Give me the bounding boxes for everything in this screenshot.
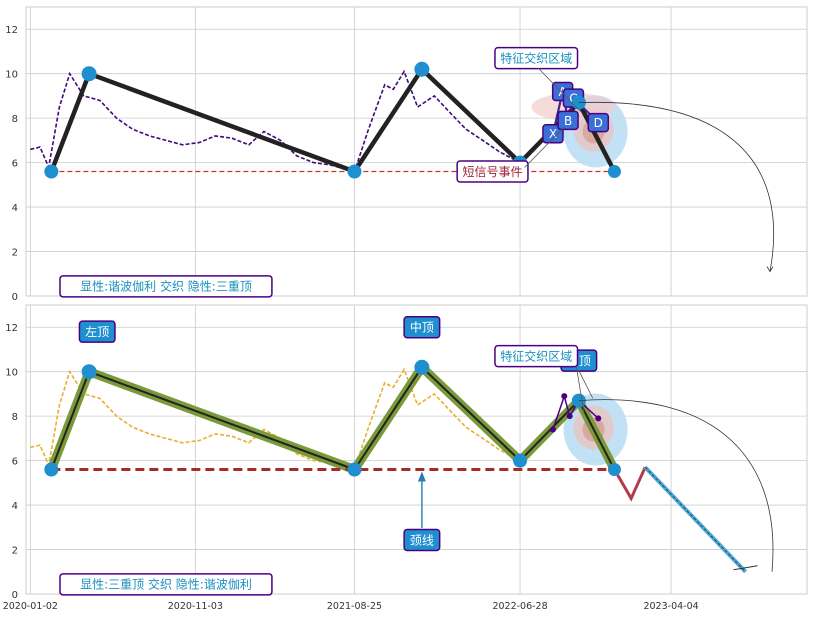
annotation-interweave-zone-text: 特征交织区域 bbox=[500, 50, 572, 65]
pivot-marker bbox=[347, 462, 362, 477]
harmonic-point-box bbox=[587, 112, 610, 133]
y-tick-label: 10 bbox=[5, 70, 18, 81]
x-tick-label: 2022-06-28 bbox=[492, 601, 547, 612]
harmonic-point-label: B bbox=[564, 114, 572, 128]
harmonic-point-x: X bbox=[542, 123, 564, 144]
bottom-projection-arc bbox=[578, 399, 774, 572]
top-projection-arc bbox=[578, 101, 775, 272]
annotation-interweave-zone: 特征交织区域 bbox=[494, 46, 579, 70]
annotation-interweave-zone-box bbox=[494, 46, 579, 70]
annotation-pointer bbox=[575, 366, 585, 414]
annotation-interweave-zone-text: 特征交织区域 bbox=[500, 348, 572, 363]
harmonic-overlay-point bbox=[561, 393, 568, 400]
y-tick-label: 6 bbox=[12, 159, 18, 170]
annotation-pattern-summary: 显性:谐波伽利 交织 隐性:三重顶 bbox=[59, 275, 273, 298]
pivot-marker bbox=[347, 164, 362, 179]
annotation-pattern-summary: 显性:三重顶 交织 隐性:谐波伽利 bbox=[59, 573, 273, 596]
pivot-marker bbox=[81, 66, 97, 82]
annotation-neckline-text: 颈线 bbox=[410, 533, 434, 547]
projection-target-tick bbox=[733, 565, 758, 571]
x-tick-label: 2021-08-25 bbox=[327, 601, 382, 612]
y-tick-label: 12 bbox=[5, 323, 18, 334]
bottom-panel: 0 2 4 6 8 10 12 2020-01-02 2020-11-03 2021-08-25… bbox=[3, 304, 808, 612]
pivot-marker bbox=[44, 164, 59, 179]
bottom-y-ticks: 0 2 4 6 8 10 12 bbox=[5, 323, 18, 601]
y-tick-label: 0 bbox=[12, 590, 18, 601]
pivot-marker bbox=[414, 61, 430, 77]
annotation-short-signal: 短信号事件 bbox=[456, 160, 529, 183]
top-panel-frame bbox=[25, 6, 808, 297]
annotation-middle-top: 中顶 bbox=[403, 315, 441, 339]
top-y-ticks: 0 2 4 6 8 10 12 bbox=[5, 25, 18, 303]
y-tick-label: 2 bbox=[12, 248, 18, 259]
harmonic-overlay-point bbox=[549, 426, 556, 433]
neckline-arrowhead bbox=[417, 471, 426, 482]
annotation-pointer bbox=[524, 126, 565, 168]
y-tick-label: 2 bbox=[12, 546, 18, 557]
annotation-left-top: 左顶 bbox=[78, 320, 116, 343]
annotation-interweave-zone: 特征交织区域 bbox=[494, 344, 579, 368]
annotation-interweave-zone-box bbox=[494, 344, 579, 368]
y-tick-label: 6 bbox=[12, 457, 18, 468]
pivot-marker bbox=[414, 359, 430, 375]
y-tick-label: 4 bbox=[12, 501, 18, 512]
harmonic-point-box bbox=[557, 110, 579, 131]
x-tick-label: 2020-11-03 bbox=[168, 601, 223, 612]
y-tick-label: 4 bbox=[12, 203, 18, 214]
x-tick-label: 2023-04-04 bbox=[643, 601, 698, 612]
annotation-short-signal-text: 短信号事件 bbox=[463, 165, 523, 179]
harmonic-overlay-point bbox=[566, 413, 573, 420]
annotation-left-top-box bbox=[78, 320, 116, 343]
y-tick-label: 10 bbox=[5, 368, 18, 379]
y-tick-label: 8 bbox=[12, 114, 18, 125]
annotation-pointer bbox=[537, 67, 581, 112]
annotation-neckline: 颈线 bbox=[403, 528, 441, 552]
bottom-pivot-points bbox=[44, 359, 621, 477]
harmonic-point-label: X bbox=[549, 127, 557, 141]
annotation-pointer bbox=[578, 370, 594, 399]
harmonic-point-box bbox=[542, 123, 564, 144]
harmonic-point-label: D bbox=[594, 116, 603, 130]
harmonic-point-b: B bbox=[557, 110, 579, 131]
annotation-middle-top-text: 中顶 bbox=[410, 320, 434, 335]
annotation-pattern-summary-text: 显性:三重顶 交织 隐性:谐波伽利 bbox=[80, 577, 252, 592]
annotation-pattern-summary-box bbox=[59, 275, 273, 298]
y-tick-label: 0 bbox=[12, 292, 18, 303]
pivot-marker bbox=[607, 463, 621, 477]
x-tick-label: 2020-01-02 bbox=[3, 601, 58, 612]
pivot-marker bbox=[513, 453, 528, 468]
annotation-pattern-summary-box bbox=[59, 573, 273, 596]
y-tick-label: 12 bbox=[5, 25, 18, 36]
pivot-marker bbox=[81, 364, 97, 380]
annotation-short-signal-box bbox=[456, 160, 529, 183]
projection-down-leg-dash bbox=[614, 467, 646, 500]
annotation-neckline-box bbox=[403, 528, 441, 552]
harmonic-point-d: D bbox=[587, 112, 610, 133]
annotation-pattern-summary-text: 显性:谐波伽利 交织 隐性:三重顶 bbox=[80, 279, 252, 294]
projection-target-leg-dash bbox=[644, 467, 746, 573]
annotation-middle-top-box bbox=[403, 315, 441, 339]
arc-arrowhead bbox=[766, 266, 774, 273]
harmonic-overlay-point bbox=[595, 415, 602, 422]
y-tick-label: 8 bbox=[12, 412, 18, 423]
bottom-projection bbox=[613, 465, 758, 574]
pivot-marker bbox=[44, 462, 59, 477]
top-price-line bbox=[30, 69, 525, 173]
annotation-left-top-text: 左顶 bbox=[85, 324, 109, 339]
bottom-x-ticks: 2020-01-02 2020-11-03 2021-08-25 2022-06-28… bbox=[3, 601, 699, 612]
pivot-marker bbox=[607, 165, 621, 179]
